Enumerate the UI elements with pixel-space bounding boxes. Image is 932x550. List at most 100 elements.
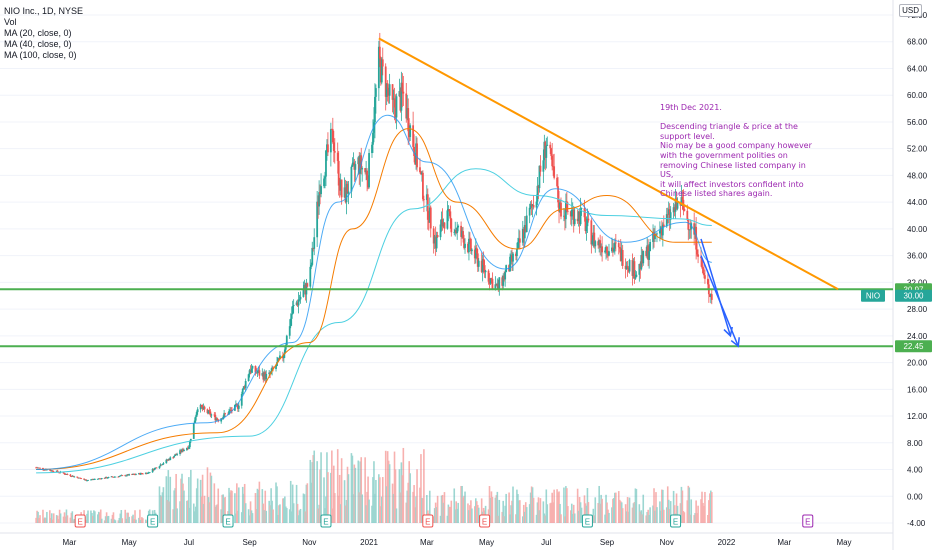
volume-bar bbox=[524, 502, 527, 523]
ma40-indicator-label[interactable]: MA (40, close, 0) bbox=[4, 39, 72, 49]
volume-bar bbox=[701, 491, 703, 523]
candle-body bbox=[51, 470, 54, 472]
candle-body bbox=[36, 467, 38, 469]
candle-body bbox=[422, 172, 424, 200]
volume-bar bbox=[333, 493, 336, 523]
candle-body bbox=[336, 152, 339, 161]
candle-body bbox=[299, 296, 302, 300]
candle-body bbox=[72, 475, 75, 477]
candle-body bbox=[195, 412, 198, 417]
candle-body bbox=[92, 479, 95, 481]
candle-body bbox=[168, 459, 171, 460]
projection-arrow[interactable] bbox=[700, 255, 740, 348]
earnings-marker[interactable]: E bbox=[581, 514, 593, 528]
candle-body bbox=[605, 246, 607, 251]
volume-bar bbox=[93, 510, 95, 523]
candle-body bbox=[528, 207, 531, 216]
candle-body bbox=[535, 201, 538, 208]
ma20-indicator-label[interactable]: MA (20, close, 0) bbox=[4, 28, 72, 38]
candle-body bbox=[454, 229, 457, 232]
volume-bar bbox=[202, 503, 205, 523]
volume-bar bbox=[394, 469, 397, 523]
volume-bar bbox=[393, 451, 396, 523]
candle-body bbox=[353, 162, 356, 170]
y-tick-label: 44.00 bbox=[907, 198, 928, 207]
candle-body bbox=[90, 479, 92, 481]
currency-label[interactable]: USD bbox=[899, 4, 922, 17]
ma100-indicator-label[interactable]: MA (100, close, 0) bbox=[4, 50, 77, 60]
earnings-marker[interactable]: E bbox=[320, 514, 332, 528]
x-tick-label: 2021 bbox=[360, 538, 378, 547]
y-tick-label: 20.00 bbox=[907, 359, 928, 368]
ma40-line[interactable] bbox=[36, 128, 712, 471]
candle-body bbox=[613, 242, 616, 249]
time-axis[interactable]: Mar May Jul Sep Nov 2021 Mar May Jul Sep Nov 2022 Ma… bbox=[63, 538, 852, 547]
earnings-marker[interactable]: E bbox=[74, 514, 86, 528]
candle-body bbox=[412, 125, 415, 147]
candle-body bbox=[87, 480, 89, 481]
candle-body bbox=[271, 367, 274, 372]
volume-bar bbox=[353, 464, 356, 523]
lower-level-tag[interactable]: 22.45 bbox=[895, 340, 932, 353]
ma100-line[interactable] bbox=[36, 168, 712, 474]
volume-bar bbox=[320, 452, 322, 523]
candle-body bbox=[306, 283, 309, 287]
descending-trendline[interactable] bbox=[378, 37, 839, 291]
last-price-tag[interactable]: 30.00 bbox=[895, 289, 932, 302]
earnings-marker[interactable]: E bbox=[222, 514, 234, 528]
earnings-marker[interactable]: E bbox=[802, 514, 814, 528]
volume-bar bbox=[276, 486, 278, 523]
volume-bar bbox=[195, 488, 198, 523]
candle-body bbox=[100, 478, 103, 480]
volume-bar bbox=[620, 502, 623, 523]
volume-indicator-label[interactable]: Vol bbox=[4, 17, 17, 27]
candle-body bbox=[52, 471, 55, 473]
earnings-marker[interactable]: E bbox=[422, 514, 434, 528]
volume-bar bbox=[628, 497, 631, 523]
candle-body bbox=[240, 393, 243, 406]
volume-bar bbox=[323, 477, 325, 523]
candle-body bbox=[673, 207, 676, 212]
candle-body bbox=[662, 224, 665, 227]
symbol-tag[interactable]: NIO bbox=[861, 289, 885, 302]
candle-body bbox=[118, 476, 121, 477]
candle-body bbox=[590, 220, 593, 245]
earnings-marker-label: E bbox=[425, 518, 430, 527]
volume-bar bbox=[131, 516, 133, 523]
volume-bar bbox=[69, 517, 72, 523]
volume-bar bbox=[350, 453, 353, 523]
y-tick-label: 24.00 bbox=[907, 332, 928, 341]
candle-body bbox=[489, 278, 492, 284]
volume-bar bbox=[408, 461, 411, 523]
candle-body bbox=[92, 479, 94, 481]
volume-bar bbox=[237, 510, 239, 523]
y-tick-label: 8.00 bbox=[907, 439, 923, 448]
candle-body bbox=[155, 467, 158, 469]
volume-bar bbox=[238, 487, 240, 523]
earnings-marker-label: E bbox=[673, 518, 678, 527]
candle-body bbox=[275, 365, 277, 369]
candle-body bbox=[277, 358, 279, 363]
volume-bar bbox=[576, 488, 579, 523]
earnings-marker[interactable]: E bbox=[147, 514, 159, 528]
volume-bar bbox=[374, 493, 376, 523]
price-axis[interactable]: -4.00 0.00 4.00 8.00 12.00 16.00 20.00 24.00 28.… bbox=[907, 11, 928, 528]
earnings-marker[interactable]: E bbox=[479, 514, 491, 528]
candle-body bbox=[672, 207, 675, 213]
candle-body bbox=[633, 261, 636, 279]
candle-body bbox=[243, 386, 246, 388]
volume-bar bbox=[91, 513, 93, 523]
volume-bar bbox=[306, 483, 309, 523]
volume-bar bbox=[700, 499, 702, 523]
candles[interactable] bbox=[35, 32, 713, 482]
symbol-title[interactable]: NIO Inc., 1D, NYSE bbox=[4, 6, 84, 16]
ma20-line[interactable] bbox=[36, 114, 712, 471]
volume-bar bbox=[106, 516, 109, 523]
candle-body bbox=[604, 250, 606, 253]
volume-bar bbox=[288, 509, 291, 523]
volume-bar bbox=[65, 509, 68, 523]
earnings-marker[interactable]: E bbox=[670, 514, 682, 528]
candle-body bbox=[133, 473, 135, 475]
